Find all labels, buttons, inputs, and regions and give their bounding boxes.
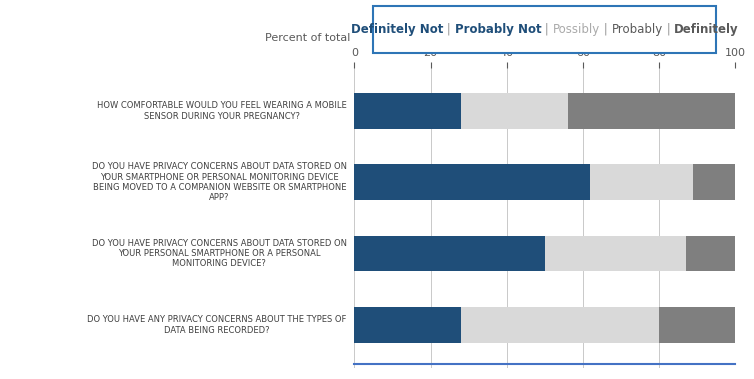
Bar [354,307,461,343]
Bar [544,236,685,271]
Text: |: | [663,23,674,36]
Bar [354,236,544,271]
Bar [693,164,735,200]
Text: Probably Not: Probably Not [455,23,541,36]
Bar [685,236,735,271]
Text: |: | [541,23,553,36]
Bar [354,93,461,129]
Bar [354,164,590,200]
Bar [590,164,693,200]
Text: Percent of total: Percent of total [265,33,351,43]
Text: Possibly: Possibly [553,23,600,36]
Text: Probably: Probably [611,23,663,36]
Text: DO YOU HAVE PRIVACY CONCERNS ABOUT DATA STORED ON
YOUR PERSONAL SMARTPHONE OR A : DO YOU HAVE PRIVACY CONCERNS ABOUT DATA … [92,239,347,268]
Text: DO YOU HAVE ANY PRIVACY CONCERNS ABOUT THE TYPES OF
DATA BEING RECORDED?: DO YOU HAVE ANY PRIVACY CONCERNS ABOUT T… [87,315,347,335]
Text: Definitely: Definitely [674,23,739,36]
Text: |: | [443,23,455,36]
Text: DO YOU HAVE PRIVACY CONCERNS ABOUT DATA STORED ON
YOUR SMARTPHONE OR PERSONAL MO: DO YOU HAVE PRIVACY CONCERNS ABOUT DATA … [92,162,347,202]
Bar [659,307,735,343]
Bar [461,93,568,129]
Text: |: | [600,23,611,36]
Text: Definitely Not: Definitely Not [351,23,443,36]
Bar [568,93,735,129]
Bar [461,307,659,343]
Text: HOW COMFORTABLE WOULD YOU FEEL WEARING A MOBILE
SENSOR DURING YOUR PREGNANCY?: HOW COMFORTABLE WOULD YOU FEEL WEARING A… [97,101,347,121]
